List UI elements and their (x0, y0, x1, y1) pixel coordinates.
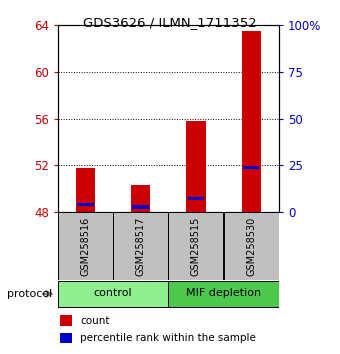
Text: GSM258515: GSM258515 (191, 216, 201, 276)
Bar (58, 281, 168, 307)
Bar (60, 332, 72, 343)
Bar (241, 31, 261, 212)
Text: MIF depletion: MIF depletion (186, 288, 261, 298)
Text: GSM258530: GSM258530 (246, 216, 256, 276)
Text: control: control (94, 288, 132, 298)
Bar (58, 212, 113, 280)
Bar (131, 185, 150, 212)
Text: percentile rank within the sample: percentile rank within the sample (80, 333, 256, 343)
Bar (76, 168, 95, 212)
Text: GSM258516: GSM258516 (81, 216, 90, 276)
Bar (188, 197, 204, 200)
Text: GDS3626 / ILMN_1711352: GDS3626 / ILMN_1711352 (83, 16, 257, 29)
Text: protocol: protocol (7, 289, 52, 299)
Bar (77, 203, 94, 206)
Bar (168, 281, 279, 307)
Text: GSM258517: GSM258517 (136, 216, 146, 276)
Bar (224, 212, 279, 280)
Bar (243, 166, 259, 169)
Bar (186, 121, 206, 212)
Bar (113, 212, 168, 280)
Bar (168, 212, 223, 280)
Bar (133, 205, 149, 209)
Bar (60, 315, 72, 326)
Text: count: count (80, 316, 109, 326)
